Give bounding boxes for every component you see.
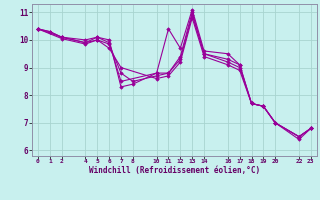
- X-axis label: Windchill (Refroidissement éolien,°C): Windchill (Refroidissement éolien,°C): [89, 166, 260, 175]
